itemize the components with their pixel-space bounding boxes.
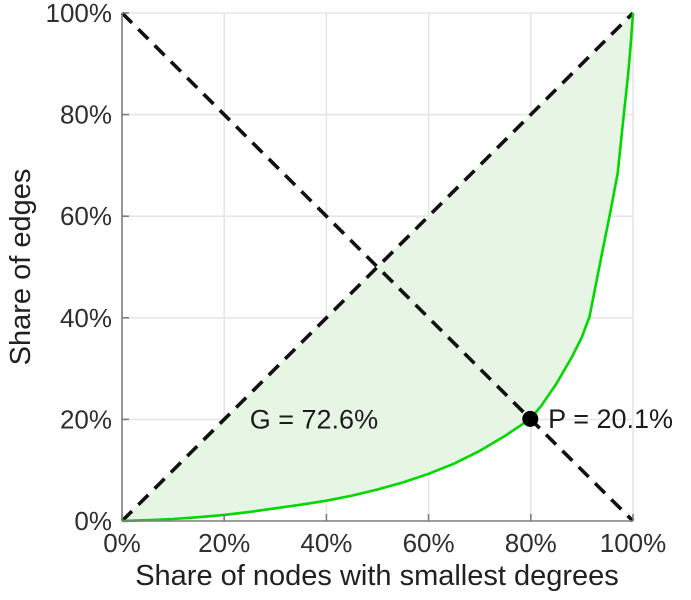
p-annotation: P = 20.1% <box>548 404 673 434</box>
y-tick-label: 80% <box>60 100 112 130</box>
x-tick-label: 40% <box>300 528 352 558</box>
gini-annotation: G = 72.6% <box>250 404 378 434</box>
y-tick-label: 20% <box>60 404 112 434</box>
x-tick-label: 20% <box>198 528 250 558</box>
y-tick-label: 0% <box>74 506 112 536</box>
x-tick-label: 60% <box>403 528 455 558</box>
x-tick-label: 0% <box>103 528 141 558</box>
anti-diagonal-line <box>120 11 635 523</box>
x-tick-label: 100% <box>600 528 667 558</box>
y-tick-label: 100% <box>46 0 113 28</box>
x-tick-label: 80% <box>505 528 557 558</box>
x-axis-label: Share of nodes with smallest degrees <box>135 560 619 592</box>
y-tick-label: 60% <box>60 201 112 231</box>
lorenz-curve <box>121 12 635 523</box>
p-point-marker <box>522 410 539 427</box>
plot-area: 0% 20% 40% 60% 80% 100% 0% 20% 40% 60% 80% 100% <box>46 0 667 558</box>
y-tick-label: 40% <box>60 303 112 333</box>
equality-diagonal-line <box>120 11 635 523</box>
y-axis-label: Share of edges <box>5 169 37 366</box>
